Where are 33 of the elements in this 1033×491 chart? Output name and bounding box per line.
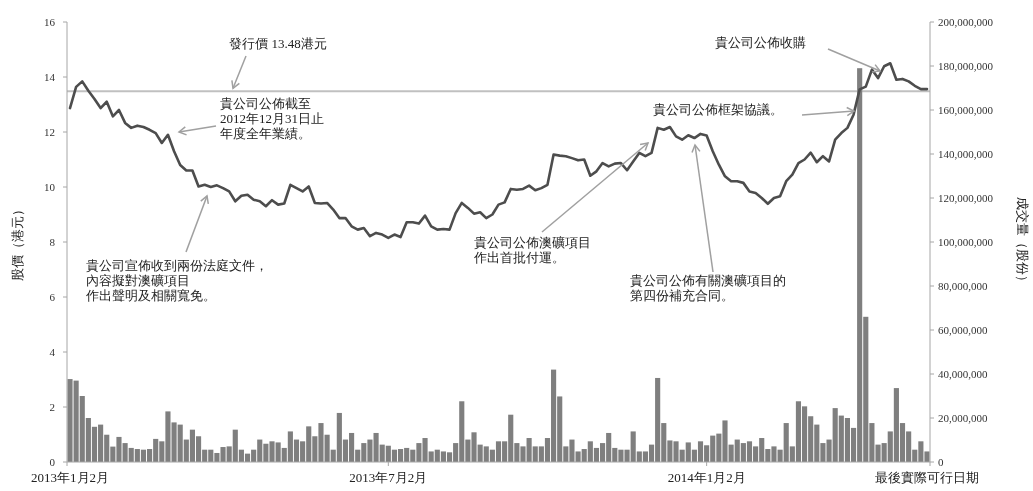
- y-tick-label: 2: [49, 401, 55, 413]
- y-tick-label: 10: [44, 181, 56, 193]
- y-tick-label: 16: [44, 16, 56, 28]
- y2-tick-label: 200,000,000: [938, 16, 994, 28]
- y2-axis-title: 成交量（股份）: [1015, 196, 1030, 288]
- y2-tick-label: 100,000,000: [938, 236, 994, 248]
- y-axis-title: 股價（港元）: [10, 203, 25, 281]
- x-tick-label: 2013年1月2月: [31, 470, 109, 485]
- y-tick-label: 14: [44, 71, 56, 83]
- y-tick-label: 8: [49, 236, 56, 248]
- x-tick-label: 2014年1月2月: [667, 470, 746, 485]
- y2-tick-label: 80,000,000: [938, 280, 988, 292]
- y2-tick-label: 0: [938, 456, 944, 468]
- y2-tick-label: 160,000,000: [938, 104, 994, 116]
- y-tick-label: 0: [49, 456, 56, 468]
- y2-tick-label: 140,000,000: [938, 148, 994, 160]
- annotation: 貴公司公佈有關澳礦項目的第四份補充合同。: [630, 273, 786, 303]
- ref-line-label: 發行價 13.48港元: [229, 36, 327, 51]
- y2-tick-label: 60,000,000: [938, 324, 988, 336]
- annotation: 貴公司宣佈收到兩份法庭文件，內容擬對澳礦項目作出聲明及相關寬免。: [85, 258, 268, 303]
- y2-tick-label: 120,000,000: [938, 192, 994, 204]
- y2-tick-label: 40,000,000: [938, 368, 988, 380]
- annotation: 貴公司公佈澳礦項目作出首批付運。: [473, 235, 591, 265]
- annotation: 貴公司公佈收購: [715, 35, 806, 50]
- x-tick-label: 2013年7月2月: [349, 470, 428, 485]
- annotation: 貴公司公佈框架協議。: [653, 102, 783, 117]
- y2-tick-label: 20,000,000: [938, 412, 988, 424]
- y-tick-label: 12: [44, 126, 55, 138]
- y2-tick-label: 180,000,000: [938, 60, 994, 72]
- annotation: 貴公司公佈截至2012年12月31日止年度全年業績。: [220, 96, 324, 141]
- x-tick-label: 最後實際可行日期: [875, 470, 979, 485]
- y-tick-label: 6: [49, 291, 56, 303]
- y-tick-label: 4: [49, 346, 56, 358]
